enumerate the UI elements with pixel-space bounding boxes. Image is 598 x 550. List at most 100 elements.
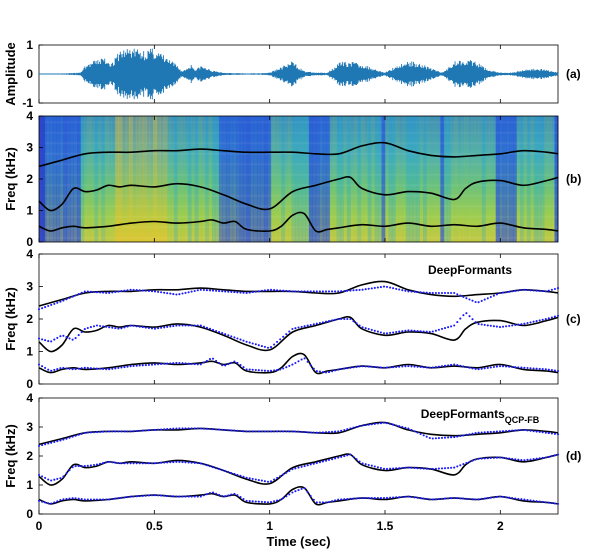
estimate-point bbox=[41, 365, 44, 368]
estimate-point bbox=[288, 330, 291, 333]
estimate-point bbox=[202, 325, 205, 328]
estimate-point bbox=[108, 460, 111, 463]
estimate-point bbox=[352, 366, 355, 369]
estimate-point bbox=[486, 366, 489, 369]
estimate-point bbox=[178, 324, 181, 327]
panel-c-reference-formant-1 bbox=[38, 280, 559, 307]
estimate-point bbox=[68, 497, 71, 500]
estimate-point bbox=[144, 462, 147, 465]
estimate-point bbox=[41, 475, 44, 478]
estimate-point bbox=[343, 317, 346, 321]
estimate-point bbox=[80, 291, 83, 294]
spectrogram-column bbox=[208, 116, 213, 242]
spectrogram-column bbox=[160, 116, 164, 242]
estimate-point bbox=[471, 459, 474, 462]
estimate-point bbox=[501, 456, 505, 459]
estimate-point bbox=[483, 298, 486, 301]
estimate-point bbox=[141, 364, 144, 367]
estimate-point bbox=[218, 361, 221, 365]
estimate-point bbox=[211, 491, 215, 494]
estimate-point bbox=[352, 289, 355, 292]
estimate-point bbox=[321, 290, 324, 293]
estimate-point bbox=[413, 430, 416, 433]
estimate-point bbox=[434, 329, 437, 332]
estimate-point bbox=[480, 431, 483, 434]
estimate-point bbox=[492, 430, 495, 433]
estimate-point bbox=[74, 337, 77, 340]
estimate-point bbox=[349, 289, 352, 292]
estimate-point bbox=[260, 289, 263, 292]
spectrogram-column bbox=[77, 116, 81, 242]
spectrogram-column bbox=[222, 116, 227, 242]
estimate-point bbox=[337, 498, 340, 501]
estimate-point bbox=[538, 289, 541, 292]
estimate-point bbox=[126, 462, 129, 465]
estimate-point bbox=[352, 497, 355, 500]
estimate-point bbox=[224, 333, 227, 336]
estimate-point bbox=[544, 456, 547, 459]
estimate-point bbox=[553, 502, 556, 505]
estimate-point bbox=[102, 462, 105, 465]
estimate-point bbox=[547, 501, 550, 504]
spectrogram-column bbox=[277, 116, 282, 242]
estimate-point bbox=[71, 338, 74, 341]
estimate-point bbox=[92, 367, 96, 370]
estimate-point bbox=[254, 368, 257, 372]
estimate-point bbox=[257, 479, 260, 482]
estimate-point bbox=[144, 364, 147, 367]
estimate-point bbox=[166, 461, 169, 464]
estimate-point bbox=[114, 461, 117, 464]
estimate-point bbox=[303, 325, 306, 328]
estimate-point bbox=[138, 289, 141, 292]
spectrogram-column bbox=[353, 116, 358, 242]
estimate-point bbox=[205, 427, 208, 430]
estimate-point bbox=[419, 291, 422, 294]
estimate-point bbox=[248, 291, 251, 294]
estimate-point bbox=[65, 336, 68, 339]
estimate-point bbox=[419, 432, 422, 436]
estimate-point bbox=[538, 430, 541, 433]
estimate-point bbox=[514, 429, 517, 432]
estimate-point bbox=[120, 366, 123, 369]
estimate-point bbox=[553, 432, 556, 435]
estimate-point bbox=[511, 324, 514, 327]
estimate-point bbox=[505, 496, 508, 499]
estimate-point bbox=[102, 325, 105, 328]
estimate-point bbox=[199, 495, 202, 498]
spectrogram-column bbox=[128, 116, 133, 242]
estimate-point bbox=[86, 326, 89, 330]
estimate-point bbox=[135, 429, 138, 433]
estimate-point bbox=[102, 430, 105, 433]
estimate-point bbox=[514, 366, 517, 369]
estimate-point bbox=[486, 457, 489, 460]
spectrogram-band bbox=[39, 152, 558, 155]
estimate-point bbox=[453, 291, 456, 295]
spectrogram-band bbox=[39, 236, 558, 239]
panel-d-ytick-label: 0 bbox=[26, 507, 33, 521]
estimate-point bbox=[505, 429, 508, 433]
estimate-point bbox=[318, 290, 321, 293]
estimate-point bbox=[211, 466, 215, 469]
estimate-point bbox=[102, 367, 105, 371]
estimate-point bbox=[352, 426, 355, 429]
estimate-point bbox=[547, 368, 550, 371]
estimate-point bbox=[175, 293, 178, 296]
estimate-point bbox=[309, 494, 312, 498]
estimate-point bbox=[312, 367, 315, 370]
estimate-point bbox=[370, 464, 373, 467]
estimate-point bbox=[56, 440, 59, 443]
estimate-point bbox=[215, 467, 218, 470]
panel-c-ytick-label: 2 bbox=[26, 312, 33, 326]
estimate-point bbox=[196, 462, 199, 465]
estimate-point bbox=[489, 456, 492, 460]
estimate-point bbox=[541, 500, 544, 503]
estimate-point bbox=[282, 497, 285, 500]
estimate-point bbox=[373, 365, 376, 369]
estimate-point bbox=[547, 317, 550, 320]
estimate-point bbox=[105, 368, 108, 371]
estimate-point bbox=[294, 430, 297, 433]
estimate-point bbox=[508, 429, 511, 432]
estimate-point bbox=[303, 357, 306, 360]
estimate-point bbox=[157, 327, 160, 330]
estimate-point bbox=[501, 325, 505, 328]
